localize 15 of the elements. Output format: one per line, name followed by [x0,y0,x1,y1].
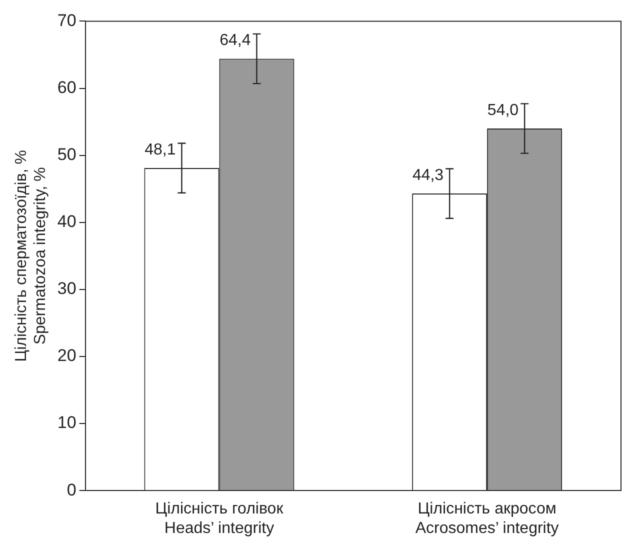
y-tick-label: 60 [57,78,76,97]
x-tick-label: Цілісність акросом Acrosomes’ integrity [415,500,559,537]
y-tick-label: 30 [57,279,76,298]
y-tick-label: 50 [57,145,76,164]
y-axis-title: Цілісність сперматозоїдів, % Spermatozoa integrity, % [13,150,50,362]
x-tick-label: Цілісність голівок Heads’ integrity [155,500,284,537]
y-tick-label: 10 [57,413,76,432]
y-tick-label: 40 [57,212,76,232]
y-tick-label: 70 [57,10,76,30]
y-tick-label: 20 [57,346,76,366]
data-label: 54,0 [487,102,519,119]
data-label: 64,4 [220,32,251,50]
y-tick-label: 0 [66,480,76,500]
data-label: 48,1 [144,141,176,158]
data-label: 44,3 [412,166,444,184]
